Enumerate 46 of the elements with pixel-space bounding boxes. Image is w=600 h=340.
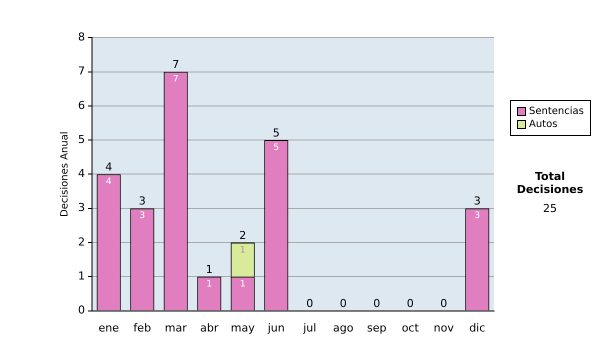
x-tick-label: jun [266,321,285,334]
y-axis-title: Decisiones Anual [60,131,71,217]
x-tick-label: feb [133,321,152,334]
data-label: 1 [240,245,246,256]
data-label: 1 [206,279,212,290]
total-label: 3 [474,194,481,208]
y-tick-label: 3 [78,201,85,214]
text: Total Decisiones [516,170,584,196]
total-label: 0 [373,297,380,310]
x-tick-label: ago [333,321,354,334]
data-label: 4 [106,177,112,188]
x-tick-label: oct [402,321,420,334]
x-tick-label: may [230,321,256,334]
total-label: 0 [306,297,314,310]
y-tick-label: 6 [78,98,85,112]
total-label: 0 [440,297,448,310]
total-label: 2 [239,228,246,242]
total-label: 0 [340,297,347,310]
y-tick-label: 5 [78,132,85,146]
data-label: 3 [139,211,146,222]
data-label: 3 [474,211,480,222]
y-tick-label: 1 [78,270,85,283]
x-tick-label: abr [200,321,219,334]
total-label: 0 [406,297,414,310]
total-label: 5 [272,126,280,140]
legend-label: Autos [529,118,558,131]
data-label: 5 [273,142,280,153]
y-tick-label: 0 [78,304,85,317]
x-tick-label: sep [367,321,387,334]
x-tick-label: mar [164,321,188,334]
x-tick-label: jul [302,321,316,334]
x-tick-label: ene [98,321,120,334]
text: 25 [542,202,558,215]
total-label: 3 [138,194,146,208]
x-tick-label: nov [434,321,454,334]
x-tick-label: dic [469,321,486,334]
y-tick-label: 7 [78,64,85,78]
total-label: 7 [172,58,180,72]
legend-label: Sentencias [529,105,584,118]
y-tick-label: 4 [78,167,85,180]
y-tick-label: 2 [78,235,85,248]
total-label: 4 [105,160,112,174]
total-label: 1 [206,263,213,276]
data-label: 1 [240,279,246,290]
y-tick-label: 8 [78,30,85,44]
data-label: 7 [172,74,179,85]
